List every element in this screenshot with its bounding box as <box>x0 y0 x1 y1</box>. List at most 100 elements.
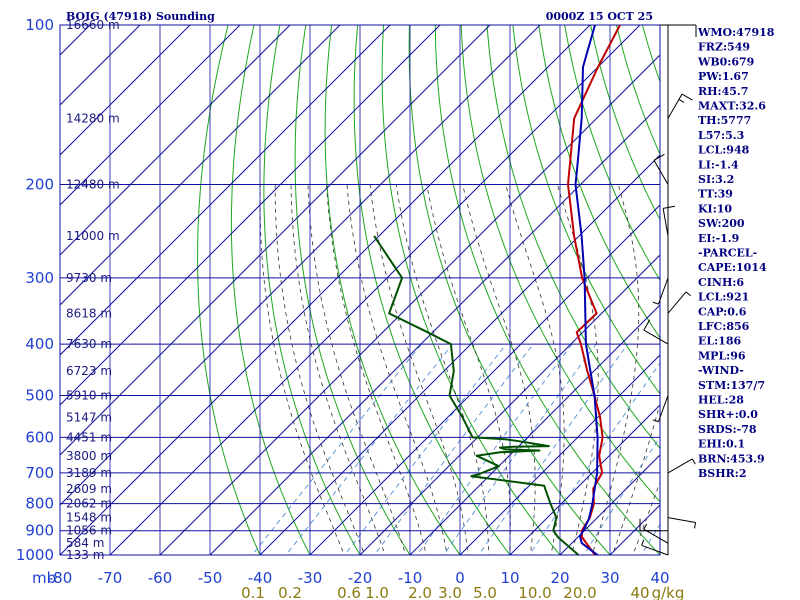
index-entry: BRN:453.9 <box>698 452 765 465</box>
temperature-tick-label: -70 <box>98 569 123 587</box>
wind-barb-staff <box>643 329 669 345</box>
temperature-tick-label: -30 <box>298 569 323 587</box>
index-entry: BSHR:2 <box>698 467 747 480</box>
isotherm <box>159 54 660 555</box>
temperature-tick-label: -20 <box>348 569 373 587</box>
index-entry: CINH:6 <box>698 276 744 289</box>
dry-adiabat <box>324 25 461 555</box>
isotherm <box>559 454 660 555</box>
dry-adiabat <box>294 25 411 555</box>
wind-barb-staff <box>667 93 683 119</box>
dry-adiabat <box>486 25 660 450</box>
wind-barb-feather <box>653 153 665 161</box>
moist-adiabat <box>395 184 490 555</box>
temperature-tick-label: -60 <box>148 569 173 587</box>
moist-adiabat <box>259 184 345 555</box>
index-entry: WB0:679 <box>697 55 754 68</box>
index-entry: EI:-1.9 <box>698 232 739 245</box>
isotherm <box>60 25 291 256</box>
height-label: 1056 m <box>66 524 112 538</box>
dry-adiabat <box>564 25 660 282</box>
mixing-ratio-label: 0.1 <box>241 584 265 600</box>
index-entry: CAPE:1014 <box>698 261 767 274</box>
wind-barb-feather <box>652 301 659 305</box>
height-label: 8618 m <box>66 306 112 320</box>
isotherm <box>60 25 191 156</box>
index-entry: LCL:921 <box>698 291 749 304</box>
height-label: 4451 m <box>66 430 112 444</box>
mixing-ratio-line <box>373 343 534 555</box>
wind-barb-feather <box>641 539 645 546</box>
isotherm <box>509 404 660 555</box>
temperature-tick-label: 0 <box>455 569 465 587</box>
wind-barb-staff <box>657 395 669 422</box>
dry-adiabat <box>538 25 660 339</box>
height-label: 9730 m <box>66 271 112 285</box>
mixing-ratio-label: 5.0 <box>473 584 497 600</box>
height-label: 5147 m <box>66 410 112 424</box>
pressure-temperature-grid <box>59 24 668 556</box>
wind-barb-staff <box>653 160 669 185</box>
wind-barb-feather <box>652 419 659 423</box>
index-entry: MAXT:32.6 <box>698 100 766 113</box>
isotherm <box>109 25 641 555</box>
mixing-ratio-label: 0.2 <box>278 584 302 600</box>
index-entry: TT:39 <box>698 188 733 201</box>
mixing-ratio-line <box>443 343 597 555</box>
height-label: 6723 m <box>66 364 112 378</box>
isotherm <box>309 204 660 555</box>
pressure-tick-label: 300 <box>25 269 54 287</box>
height-label: 3800 m <box>66 449 112 463</box>
pressure-unit-label: mb <box>32 569 56 587</box>
mixing-ratio-label: g/kg <box>652 584 685 600</box>
pressure-tick-label: 800 <box>25 495 54 513</box>
mixing-ratio-label: 10.0 <box>518 584 551 600</box>
index-entry: LFC:856 <box>698 320 750 333</box>
pressure-tick-label: 200 <box>25 176 54 194</box>
moist-adiabat <box>556 184 599 555</box>
index-entry: WMO:47918 <box>697 26 775 39</box>
height-label: 3189 m <box>66 466 112 480</box>
wind-barb-feather <box>643 319 651 331</box>
isotherm <box>60 25 591 555</box>
index-entry: SI:3.2 <box>698 173 734 186</box>
mixing-ratio-line <box>251 343 422 555</box>
dry-adiabat <box>512 25 660 395</box>
wind-barb-feather <box>663 205 676 209</box>
mixing-ratio-line <box>285 343 453 555</box>
wind-barb-feather <box>681 93 693 101</box>
isotherm <box>60 25 541 506</box>
mixing-ratio-label: 20.0 <box>563 584 596 600</box>
wind-barb-column <box>639 24 697 556</box>
moist-adiabat <box>632 480 660 555</box>
height-label: 584 m <box>66 536 104 550</box>
height-label: 5910 m <box>66 388 112 402</box>
dry-adiabat <box>460 25 660 503</box>
height-label: 2609 m <box>66 482 112 496</box>
index-entry: RH:45.7 <box>698 85 748 98</box>
dry-adiabat <box>353 25 511 555</box>
dewpoint-profile <box>373 235 580 555</box>
index-entry: PW:1.67 <box>698 70 749 83</box>
index-entry: L57:5.3 <box>698 129 744 142</box>
index-entry: STM:137/7 <box>698 379 765 392</box>
mixing-ratio-line <box>478 343 629 555</box>
isotherm <box>259 154 660 555</box>
mixing-ratio-label: 40 <box>630 584 649 600</box>
mixing-ratio-label: 3.0 <box>438 584 462 600</box>
dry-adiabat <box>381 25 561 555</box>
moist-adiabat <box>326 184 427 555</box>
moist-adiabat <box>369 184 469 555</box>
height-label: 7630 m <box>66 337 112 351</box>
pressure-tick-label: 400 <box>25 335 54 353</box>
isotherm <box>60 25 391 356</box>
temperature-tick-label: 20 <box>550 569 569 587</box>
temperature-tick-label: 40 <box>650 569 669 587</box>
index-entry: -WIND- <box>698 364 744 377</box>
moist-adiabat <box>307 184 407 555</box>
wind-barb-feather <box>694 522 697 529</box>
moist-adiabat <box>591 184 640 555</box>
